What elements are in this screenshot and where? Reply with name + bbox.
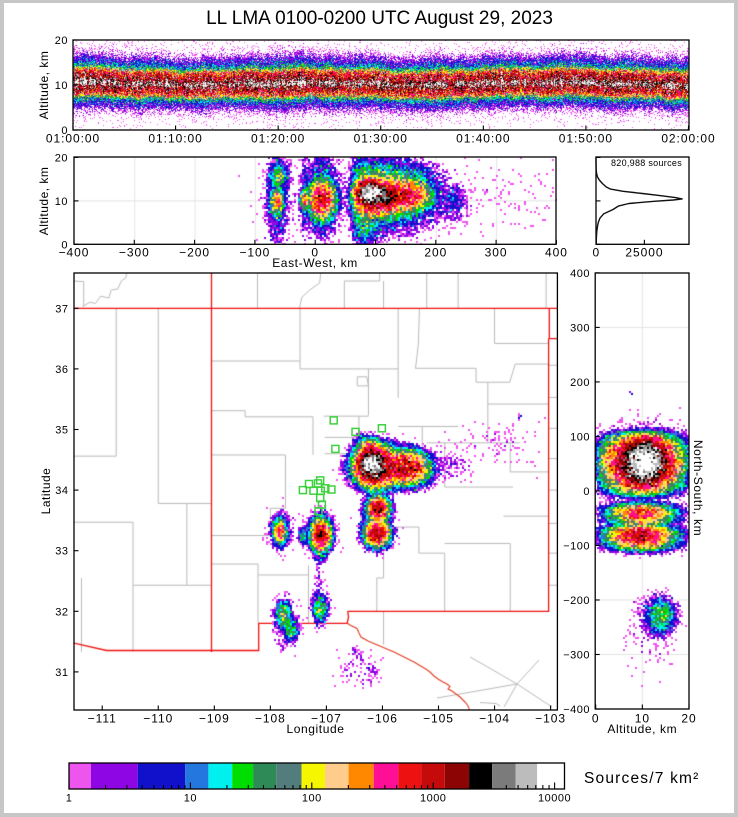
svg-text:0: 0 [583,486,590,498]
svg-text:200: 200 [570,377,590,389]
svg-text:200: 200 [424,246,447,260]
svg-text:31: 31 [55,667,68,679]
svg-text:Altitude, km: Altitude, km [37,51,51,120]
svg-text:Altitude, km: Altitude, km [607,722,677,736]
svg-text:1000: 1000 [420,793,446,805]
svg-text:−300: −300 [119,246,150,260]
svg-text:−300: −300 [563,649,590,661]
svg-text:34: 34 [55,485,68,497]
svg-text:20: 20 [55,152,68,164]
svg-text:35: 35 [55,425,68,437]
svg-text:−400: −400 [563,704,590,716]
svg-text:0: 0 [311,246,319,260]
svg-text:37: 37 [55,303,68,315]
svg-text:100: 100 [364,246,387,260]
svg-text:−104: −104 [479,711,510,725]
svg-text:−400: −400 [59,246,90,260]
svg-text:−110: −110 [143,711,173,725]
svg-text:Latitude: Latitude [39,468,53,515]
svg-text:0: 0 [61,239,68,251]
svg-text:−109: −109 [199,711,230,725]
svg-text:01:10:00: 01:10:00 [148,132,202,146]
svg-text:0: 0 [592,711,600,725]
svg-text:300: 300 [570,322,590,334]
svg-text:Longitude: Longitude [286,722,344,736]
svg-text:01:50:00: 01:50:00 [559,132,613,146]
svg-text:1: 1 [66,793,73,805]
svg-text:20: 20 [55,35,68,47]
svg-text:10000: 10000 [538,793,571,805]
svg-text:LL LMA 0100-0200 UTC August 29: LL LMA 0100-0200 UTC August 29, 2023 [206,8,553,29]
svg-text:−103: −103 [535,711,566,725]
svg-text:−106: −106 [367,711,398,725]
svg-text:25000: 25000 [625,246,663,260]
svg-text:−108: −108 [255,711,286,725]
svg-text:01:30:00: 01:30:00 [354,132,408,146]
svg-text:−111: −111 [88,711,117,725]
svg-text:100: 100 [570,431,590,443]
svg-text:36: 36 [55,364,68,376]
svg-text:North-South, km: North-South, km [691,440,705,536]
svg-text:0: 0 [592,246,600,260]
svg-text:100: 100 [302,793,322,805]
svg-text:10: 10 [55,80,68,92]
svg-text:−200: −200 [563,595,590,607]
svg-text:−107: −107 [311,711,342,725]
svg-text:Altitude, km: Altitude, km [37,167,51,236]
svg-text:East-West, km: East-West, km [272,256,358,270]
svg-text:20: 20 [681,711,696,725]
svg-text:−100: −100 [239,246,270,260]
svg-text:−100: −100 [563,540,590,552]
svg-text:10: 10 [55,196,68,208]
svg-text:01:00:00: 01:00:00 [46,132,100,146]
svg-text:820,988 sources: 820,988 sources [611,158,682,168]
svg-text:−105: −105 [423,711,454,725]
svg-text:10: 10 [184,793,197,805]
svg-text:400: 400 [545,246,568,260]
svg-text:32: 32 [55,606,68,618]
svg-text:−200: −200 [179,246,210,260]
svg-text:0: 0 [61,125,68,137]
svg-text:02:00:00: 02:00:00 [661,132,715,146]
svg-text:400: 400 [570,268,590,280]
svg-text:300: 300 [485,246,508,260]
svg-text:01:40:00: 01:40:00 [456,132,510,146]
svg-text:33: 33 [55,546,68,558]
svg-text:10: 10 [635,711,650,725]
svg-text:01:20:00: 01:20:00 [251,132,305,146]
svg-text:Sources/7 km²: Sources/7 km² [584,770,700,787]
